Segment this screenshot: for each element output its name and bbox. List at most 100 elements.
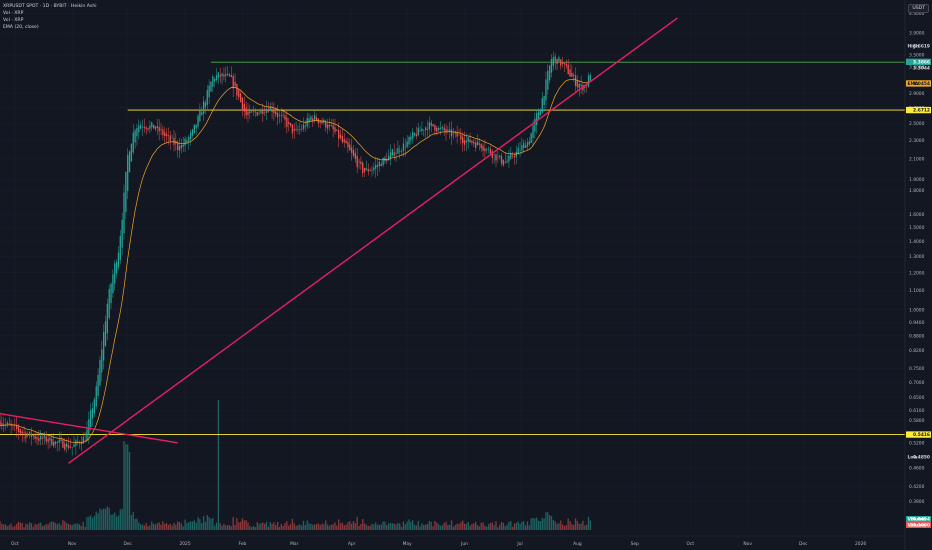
candle-body <box>532 125 534 139</box>
volume-bar <box>543 518 545 530</box>
volume-bar <box>363 523 366 530</box>
time-tick-label: Nov <box>68 541 77 547</box>
candle-body <box>1 422 3 426</box>
legend-volume-2[interactable]: Vol · XRP <box>3 18 24 23</box>
volume-bar <box>36 524 38 530</box>
candle-body <box>589 74 592 82</box>
volume-bar <box>241 518 244 530</box>
price-tick-label: 1.9000 <box>909 177 925 183</box>
volume-bar <box>97 513 99 530</box>
volume-bar <box>73 523 75 530</box>
candle-body <box>273 110 275 114</box>
volume-bar <box>254 527 257 530</box>
candle-body <box>293 128 295 131</box>
ema-path <box>0 78 591 443</box>
candle-body <box>188 137 190 142</box>
volume-bar <box>201 523 203 530</box>
candle-body <box>289 123 292 126</box>
volume-bar <box>45 524 47 530</box>
price-tag-label: High <box>908 43 919 49</box>
candle-body <box>291 124 294 134</box>
volume-bar <box>141 524 144 530</box>
candle-body <box>6 422 9 425</box>
volume-bar <box>95 511 97 530</box>
candle-body <box>371 169 373 171</box>
candle-body <box>262 111 264 114</box>
candle-body <box>561 62 564 64</box>
candle-body <box>164 132 166 136</box>
volume-bar <box>180 523 183 530</box>
volume-bar <box>289 524 292 530</box>
horizontal-levels[interactable] <box>0 61 905 435</box>
volume-bar <box>80 526 83 530</box>
volume-bar <box>339 523 342 530</box>
volume-bar <box>432 526 434 530</box>
legend-symbol[interactable]: XRPUSDT SPOT · 1D · BYBIT · Heikin Ashi <box>3 4 97 9</box>
candle-body <box>239 93 242 103</box>
candle-body <box>271 108 273 112</box>
currency-label[interactable]: USDT <box>908 4 929 13</box>
volume-bar <box>252 525 255 530</box>
volume-bar <box>264 523 266 530</box>
candle-body <box>167 135 170 136</box>
candle-body <box>97 375 99 396</box>
candle-body <box>228 74 231 76</box>
candle-body <box>43 435 46 439</box>
candle-body <box>65 443 68 447</box>
volume-bar <box>299 524 301 530</box>
volume-bar <box>484 525 486 530</box>
legend-volume-1[interactable]: Vol · XRP <box>3 11 24 16</box>
candle-body <box>241 97 244 111</box>
volume-bar <box>519 523 521 530</box>
price-tag-value: 3.6619 <box>913 43 930 49</box>
candle-body <box>160 129 162 130</box>
candle-body <box>352 150 355 156</box>
volume-bar <box>284 523 286 530</box>
candle-body <box>550 59 553 73</box>
candle-body <box>191 129 194 136</box>
candle-body <box>136 128 138 137</box>
candle-body <box>563 63 566 65</box>
volume-bar <box>64 521 66 530</box>
volume-bar <box>400 526 403 530</box>
candle-body <box>415 134 418 137</box>
volume-bar <box>354 523 356 530</box>
trendlines[interactable] <box>0 17 678 464</box>
volume-bar <box>10 523 12 530</box>
volume-bar <box>549 515 551 530</box>
volume-bar <box>584 525 586 530</box>
candle-body <box>17 426 20 432</box>
volume-bar <box>60 525 62 530</box>
legend-ema[interactable]: EMA (20, close) <box>3 25 39 30</box>
volume-bar <box>47 524 49 530</box>
candle-body <box>510 153 512 159</box>
volume-bar <box>478 526 480 530</box>
candle-body <box>499 155 501 158</box>
candle-body <box>378 161 381 166</box>
time-axis[interactable]: Oct Nov Dec 2025 Feb Mar Apr May Jun Jul Aug Sep Oct… <box>0 535 905 547</box>
time-tick-label: Dec <box>799 541 808 547</box>
volume-bar <box>212 517 214 530</box>
volume-bar <box>127 444 129 530</box>
candle-body <box>465 140 468 143</box>
volume-bar <box>347 522 349 530</box>
volume-bar <box>149 525 151 530</box>
price-tick-label: 0.7000 <box>909 380 925 386</box>
candle-body <box>334 127 336 132</box>
candle-body <box>345 140 347 144</box>
volume-bar <box>576 521 579 530</box>
volume-bar <box>586 524 588 530</box>
time-tick-label: Jun <box>460 541 468 547</box>
volume-bar <box>262 522 264 530</box>
volume-bar <box>38 523 40 530</box>
volume-bar <box>574 518 577 530</box>
volume-bar <box>539 521 542 530</box>
candle-body <box>399 150 401 152</box>
volume-bar <box>167 524 170 530</box>
volume-bar <box>93 515 96 530</box>
candle-body <box>484 148 486 152</box>
candle-body <box>280 115 282 116</box>
candle-body <box>84 440 86 441</box>
